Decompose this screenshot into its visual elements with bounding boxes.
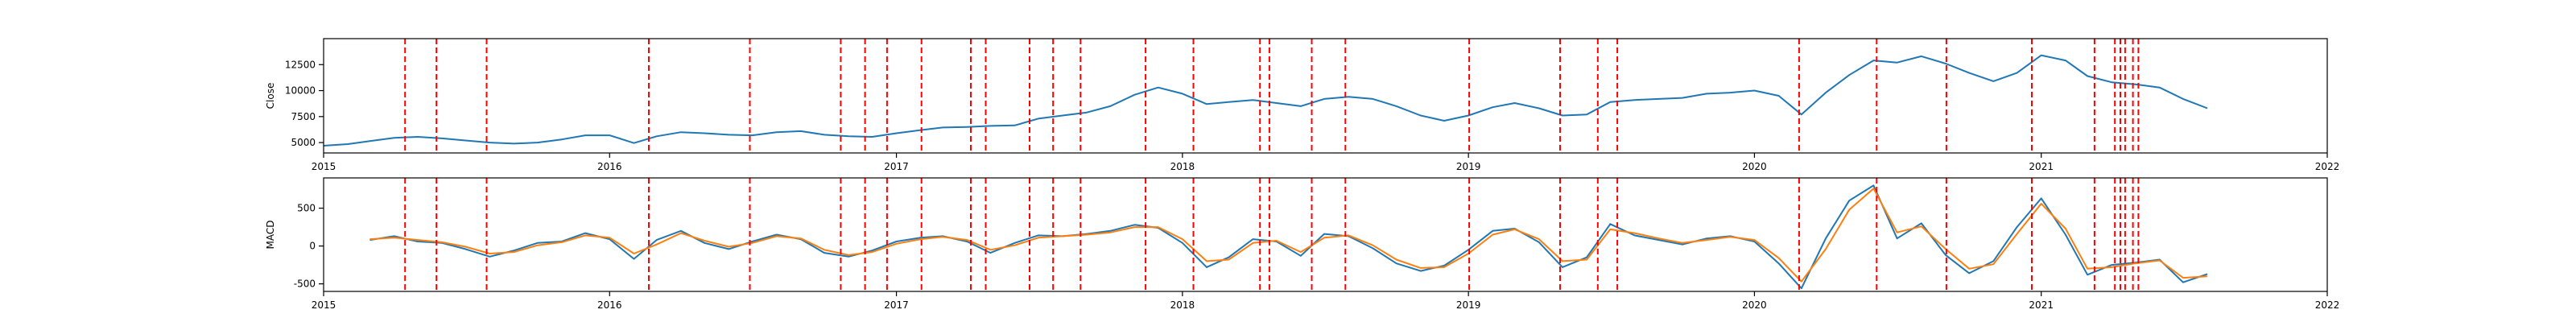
- x-tick-label: 2019: [1456, 161, 1481, 172]
- macd-panel: 2015 2016 2017 2018 2019 2020 2021 2022 -500 0 500…: [265, 177, 2340, 311]
- x-tick-label: 2015: [312, 299, 336, 311]
- y-tick-label: 10000: [285, 85, 316, 97]
- y-tick-label: 0: [309, 241, 316, 252]
- y-tick-label: -500: [294, 279, 316, 290]
- x-tick-label: 2017: [884, 299, 909, 311]
- x-tick-label: 2020: [1742, 299, 1767, 311]
- series-line-1: [369, 188, 2208, 283]
- y-tick-label: 12500: [285, 59, 316, 70]
- x-tick-label: 2020: [1742, 161, 1767, 172]
- y-tick-label: 7500: [291, 111, 316, 122]
- x-tick-label: 2022: [2315, 161, 2340, 172]
- x-tick-label: 2018: [1170, 161, 1195, 172]
- series-line-0: [369, 184, 2208, 290]
- y-tick-label: 5000: [291, 137, 316, 148]
- x-tick-label: 2021: [2029, 299, 2054, 311]
- x-tick-label: 2016: [597, 161, 622, 172]
- x-tick-label: 2021: [2029, 161, 2054, 172]
- x-tick-label: 2015: [312, 161, 336, 172]
- y-axis-label: Close: [265, 83, 276, 109]
- axes-frame: [323, 38, 2328, 154]
- x-tick-label: 2022: [2315, 299, 2340, 311]
- series-line-0: [323, 54, 2208, 147]
- x-tick-label: 2017: [884, 161, 909, 172]
- y-tick-label: 500: [297, 203, 316, 214]
- close-price-panel: 2015 2016 2017 2018 2019 2020 2021 2022 5000 7500…: [265, 38, 2340, 172]
- axes-frame: [323, 177, 2328, 292]
- y-axis-label: MACD: [265, 221, 276, 250]
- x-tick-label: 2019: [1456, 299, 1481, 311]
- x-tick-label: 2016: [597, 299, 622, 311]
- x-tick-label: 2018: [1170, 299, 1195, 311]
